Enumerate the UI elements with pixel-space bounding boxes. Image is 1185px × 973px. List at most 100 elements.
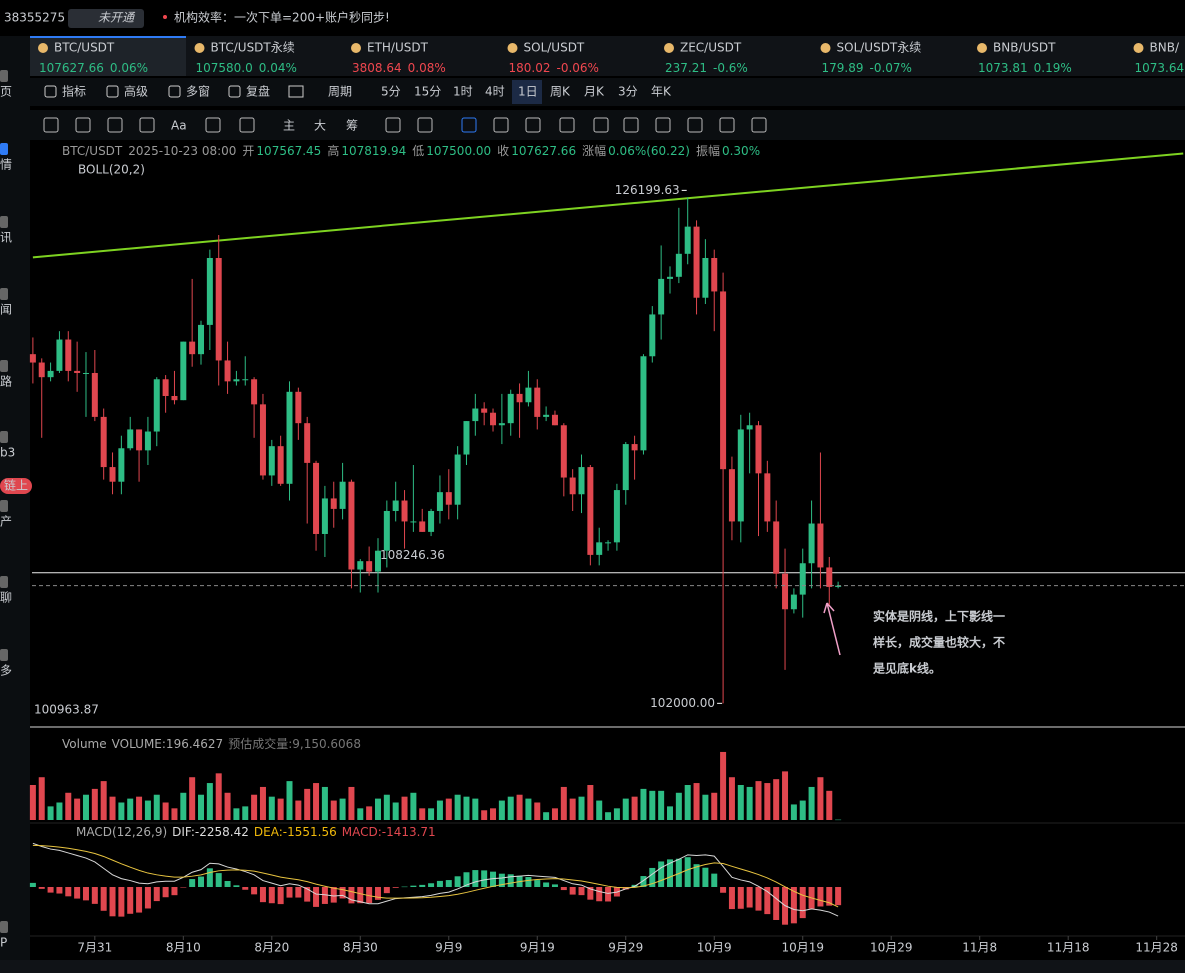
volume-bar	[383, 794, 390, 820]
side-label[interactable]: 讯	[0, 231, 12, 245]
macd-bar	[817, 887, 824, 907]
macd-bar	[65, 887, 72, 897]
ticker-symbol[interactable]: BNB/USDT	[993, 41, 1056, 55]
side-label[interactable]: 情	[0, 158, 12, 172]
volume-bar	[82, 794, 89, 820]
side-label[interactable]: 页	[0, 85, 12, 99]
ticker-symbol[interactable]: SOL/USDT	[524, 41, 585, 55]
x-tick-label: 8月30	[343, 941, 378, 955]
toolbar-item[interactable]: 5分	[381, 85, 401, 99]
draw-tool[interactable]	[559, 117, 575, 133]
draw-tool[interactable]	[623, 117, 639, 133]
ticker-symbol[interactable]: ETH/USDT	[367, 41, 429, 55]
ticker-quote[interactable]: 237.21 -0.6%	[665, 61, 748, 75]
draw-tool[interactable]	[493, 117, 509, 133]
volume-bar	[755, 781, 762, 820]
side-label[interactable]: b3	[0, 446, 15, 460]
toolbar-item[interactable]: 复盘	[246, 84, 270, 99]
volume-bar	[401, 796, 408, 820]
volume-bar	[259, 786, 266, 820]
draw-tool[interactable]	[239, 117, 255, 133]
indicator[interactable]: BOLL(20,2)	[78, 163, 145, 177]
draw-tool[interactable]	[461, 117, 477, 133]
side-label[interactable]: 产	[0, 515, 12, 529]
ticker-selected[interactable]	[30, 36, 186, 76]
draw-tool[interactable]	[107, 117, 123, 133]
ticker-symbol[interactable]: ZEC/USDT	[680, 41, 742, 55]
tool-label[interactable]: 筹	[346, 119, 358, 133]
macd-bar	[428, 883, 435, 887]
toolbar-item[interactable]: 3分	[618, 85, 638, 99]
macd-bar	[463, 872, 470, 887]
draw-tool[interactable]	[139, 117, 155, 133]
volume-bar	[251, 794, 258, 820]
side-label[interactable]: 聊	[0, 591, 12, 605]
draw-tool[interactable]	[385, 117, 401, 133]
side-label[interactable]: 闻	[0, 303, 12, 317]
note-arrow	[823, 602, 841, 656]
tool-label[interactable]: Aa	[171, 119, 187, 133]
ticker-quote[interactable]: 179.89 -0.07%	[822, 61, 912, 75]
draw-tool[interactable]	[417, 117, 433, 133]
side-icon	[0, 216, 8, 228]
ticker-symbol[interactable]: BTC/USDT	[54, 41, 115, 55]
info-item: 0.06%	[110, 61, 148, 75]
toolbar-item[interactable]: 4时	[485, 85, 505, 99]
coin-icon	[38, 43, 48, 53]
tool-label[interactable]: 大	[314, 119, 326, 133]
volume-bar	[162, 802, 169, 820]
side-label[interactable]: 多	[0, 664, 12, 678]
volume-bar	[711, 792, 718, 820]
toolbar-item[interactable]: 周K	[550, 85, 571, 99]
notice[interactable]: 机构效率：一次下单=200+账户秒同步!	[174, 10, 390, 25]
draw-tool[interactable]	[751, 117, 767, 133]
side-label[interactable]: P	[0, 936, 7, 950]
ticker-quote[interactable]: 180.02 -0.06%	[509, 61, 599, 75]
candle-body	[304, 423, 311, 463]
side-label[interactable]: 路	[0, 374, 12, 389]
ticker-quote[interactable]: 107580.0 0.04%	[196, 61, 297, 75]
ticker-quote[interactable]: 3808.64 0.08%	[352, 61, 446, 75]
macd-bar	[180, 887, 187, 888]
toolbar-item[interactable]: 多窗	[186, 85, 210, 99]
toolbar-item[interactable]: 1时	[453, 85, 473, 99]
macd-bar	[569, 887, 576, 895]
note-line: 实体是阴线，上下影线一	[873, 609, 1005, 624]
ticker-quote[interactable]: 1073.64	[1135, 61, 1185, 75]
macd-bar	[826, 887, 833, 906]
toolbar-item[interactable]: 周期	[328, 85, 352, 99]
draw-tool[interactable]	[75, 117, 91, 133]
ticker-quote[interactable]: 1073.81 0.19%	[978, 61, 1072, 75]
info-item: 107627.66	[511, 144, 576, 158]
status[interactable]: 未开通	[98, 11, 136, 25]
tool-label[interactable]: 主	[283, 119, 295, 133]
side-label[interactable]: 链上	[4, 478, 28, 493]
candle-body	[481, 408, 488, 413]
draw-tool[interactable]	[655, 117, 671, 133]
toolbar-item[interactable]: 月K	[584, 85, 605, 99]
volume-bar	[171, 808, 178, 820]
draw-tool[interactable]	[719, 117, 735, 133]
volume-bar	[543, 812, 550, 820]
draw-tool[interactable]	[525, 117, 541, 133]
tool-icon	[288, 85, 304, 98]
side-icon	[0, 921, 8, 933]
draw-tool[interactable]	[593, 117, 609, 133]
toolbar-item[interactable]: 15分	[414, 85, 441, 99]
macd-bar	[702, 867, 709, 887]
ticker-symbol[interactable]: BTC/USDT永续	[211, 41, 295, 55]
toolbar-item[interactable]: 指标	[62, 84, 86, 99]
toolbar-item[interactable]: 年K	[651, 85, 672, 99]
draw-tool[interactable]	[43, 117, 59, 133]
ticker-quote[interactable]: 107627.66 0.06%	[39, 61, 148, 75]
info-item: DIF:-2258.42	[172, 825, 249, 839]
ticker-symbol[interactable]: BNB/	[1150, 41, 1180, 55]
toolbar-item[interactable]: 高级	[124, 84, 148, 99]
ticker-symbol[interactable]: SOL/USDT永续	[837, 41, 922, 55]
draw-tool[interactable]	[687, 117, 703, 133]
volume-bar	[339, 798, 346, 820]
info-item: 3808.64	[352, 61, 402, 75]
toolbar-item[interactable]: 1日	[518, 85, 538, 99]
draw-tool[interactable]	[205, 117, 221, 133]
macd-bar	[374, 887, 381, 900]
